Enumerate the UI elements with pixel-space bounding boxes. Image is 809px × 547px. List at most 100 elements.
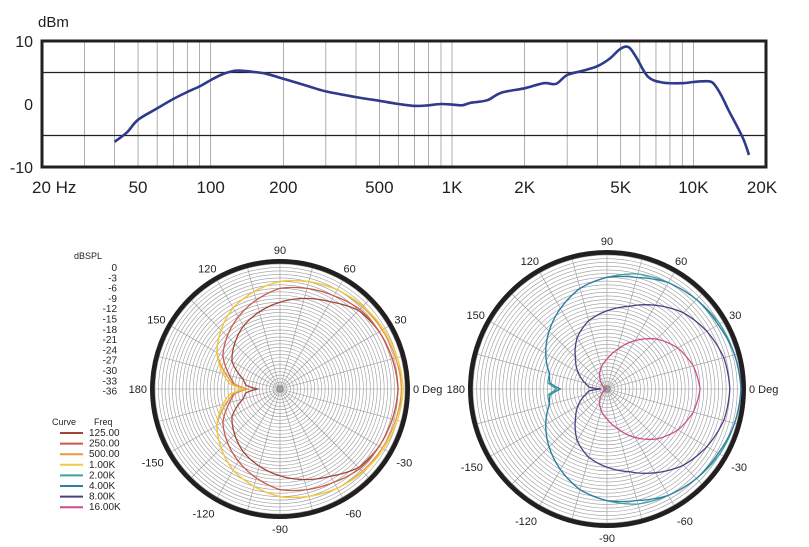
polar-grid-spoke [512,388,608,484]
fr-series-line [113,45,751,156]
polar-grid-spoke [279,388,369,478]
fr-x-tick-label: 20K [747,178,778,197]
polar-chart-left: 0 Deg 30 60 90 120 150 180 -150 -120 -90 -60 -30 [129,245,443,536]
polar-r-axis-label: dBSPL [74,251,102,261]
legend-entry-label: 8.00K [89,492,115,503]
polar-grid-spoke [217,280,281,390]
polar-r-tick-label: -36 [103,387,118,398]
polar-angle-label: -150 [461,462,483,474]
polar-r-tick-label: -12 [103,304,118,315]
fr-y-tick-label: 10 [15,34,33,51]
legend-entry-label: 4.00K [89,481,115,492]
polar-grid-spoke [606,294,702,390]
polar-angle-label: 90 [274,245,286,257]
polar-grid-spoke [279,388,343,498]
polar-r-tick-label: -15 [103,315,118,326]
polar-angle-label: 0 Deg [749,384,778,396]
polar-angle-label: 150 [466,310,484,322]
fr-x-tick-label: 200 [269,178,297,197]
fr-plot-frame [40,39,768,169]
polar-angle-label: 60 [344,264,356,276]
polar-grid-spoke [279,326,389,390]
fr-y-axis-label: dBm [38,14,69,31]
polar-r-tick-label: -27 [103,356,118,367]
polar-grid-spoke [606,388,675,506]
polar-r-tick-label: -9 [108,294,117,305]
polar-series-curve [545,275,742,503]
polar-grid-spoke [191,300,281,390]
polar-angle-label: -60 [677,516,693,528]
polar-grid-spoke [606,259,642,390]
polar-grid-spoke [279,300,369,390]
polar-angle-label: 120 [521,256,539,268]
polar-angle-label: 120 [198,264,216,276]
polar-angle-label: -120 [192,508,214,520]
polar-grid-spoke [191,388,281,478]
fr-grid [84,41,694,167]
polar-outer-ring [468,250,746,528]
polar-r-tick-label: -24 [103,345,118,356]
polar-series-curve [598,338,701,440]
polar-chart-right: 0 Deg 30 60 90 120 150 180 -150 -120 -90 -60 -30 [447,236,779,545]
polar-grid-spoke [606,272,675,390]
polar-series-curve [574,304,731,474]
polar-angle-label: 180 [129,384,147,396]
polar-grid-spoke [279,280,343,390]
legend-entry-label: 250.00 [89,439,120,450]
legend-header-freq: Freq [94,417,113,427]
polar-angle-label: 180 [447,384,465,396]
polar-series-curve [231,297,399,481]
polar-angle-label: -30 [396,458,412,470]
polar-r-tick-label: -21 [103,335,118,346]
polar-angle-label: 150 [147,315,165,327]
polar-grid-spoke [490,388,608,457]
polar-grid-spoke [217,388,281,498]
polar-angle-label: -60 [346,508,362,520]
polar-angle-label: 60 [675,256,687,268]
polar-center [603,385,611,393]
polar-angle-label: 30 [394,315,406,327]
polar-angle-label: 90 [601,236,613,248]
fr-x-tick-label: 2K [514,178,535,197]
polar-r-tick-label: -18 [103,325,118,336]
polar-grid-spoke [606,388,724,457]
polar-series-curve [216,279,404,499]
legend-entry-label: 500.00 [89,449,120,460]
polar-outer-ring [150,259,410,519]
polar-angle-label: 0 Deg [413,384,442,396]
polar-grid-spoke [279,356,401,390]
polar-grid-spoke [606,321,724,390]
polar-angle-label: -90 [272,524,288,536]
polar-grid-spoke [512,294,608,390]
polar-center [276,385,284,393]
polar-r-tick-label: 0 [111,263,117,274]
polar-angle-label: -90 [599,533,615,545]
polar-grid-spoke [159,356,281,390]
polar-angle-label: -150 [142,458,164,470]
polar-grid-spoke [247,268,281,390]
legend-entry-label: 2.00K [89,470,115,481]
polar-r-tick-label: -30 [103,366,118,377]
polar-grid-spoke [606,388,702,484]
polar-grid-spoke [247,388,281,510]
fr-y-tick-label: 0 [24,97,33,114]
legend-entry-label: 16.00K [89,502,121,513]
fr-x-tick-label: 10K [678,178,709,197]
polar-r-tick-label: -33 [103,376,118,387]
legend-entry-label: 1.00K [89,460,115,471]
polar-angle-label: -120 [515,516,537,528]
polar-grid-spoke [539,272,608,390]
fr-x-tick-label: 100 [196,178,224,197]
legend-entry-label: 125.00 [89,428,120,439]
polar-r-tick-label: -6 [108,284,117,295]
polar-grid-spoke [279,388,401,422]
fr-x-tick-label: 1K [442,178,463,197]
polar-grid-spoke [606,354,737,390]
polar-grid-spoke [539,388,608,506]
polar-grid-spoke [606,388,642,519]
polar-grid-spoke [490,321,608,390]
fr-x-tick-label: 5K [610,178,631,197]
polar-grid-spoke [171,388,281,452]
